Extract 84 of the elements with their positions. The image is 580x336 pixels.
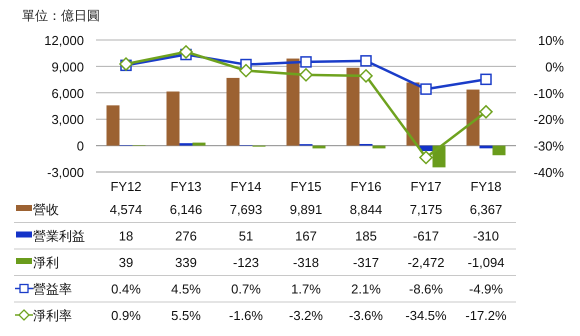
data-label: 9,891 bbox=[290, 202, 322, 217]
x-tick-label: FY18 bbox=[470, 179, 502, 194]
y-tick-label: 12,000 bbox=[44, 33, 84, 48]
data-label: 39 bbox=[118, 255, 134, 270]
data-label: 7,693 bbox=[230, 202, 262, 217]
bar bbox=[192, 142, 206, 146]
data-label: 0.9% bbox=[111, 308, 142, 323]
point bbox=[179, 45, 193, 59]
data-label: -1.6% bbox=[229, 308, 264, 323]
y-tick-label: 9,000 bbox=[51, 59, 84, 74]
data-label: 4,574 bbox=[110, 202, 142, 217]
y2-tick-label: 0% bbox=[545, 59, 564, 74]
y2-tick-label: -10% bbox=[534, 86, 564, 101]
y2-tick-label: -30% bbox=[534, 138, 564, 154]
y-tick-label: 6,000 bbox=[51, 86, 84, 101]
data-label: 4.5% bbox=[171, 282, 202, 296]
data-label: -310 bbox=[472, 228, 500, 244]
y-tick-label: 0 bbox=[76, 138, 84, 154]
point bbox=[480, 74, 492, 86]
bar bbox=[180, 143, 192, 146]
data-label: 167 bbox=[295, 228, 317, 244]
point bbox=[359, 69, 373, 83]
data-label: -8.6% bbox=[409, 282, 444, 296]
point bbox=[300, 56, 312, 68]
point bbox=[360, 55, 372, 67]
point bbox=[420, 83, 432, 95]
bar bbox=[286, 58, 300, 146]
point bbox=[239, 64, 253, 78]
y-axis-title: 單位：億日圓 bbox=[22, 8, 100, 23]
bar bbox=[480, 146, 492, 148]
data-label: 0.4% bbox=[111, 282, 142, 296]
data-label: 1.7% bbox=[291, 282, 322, 296]
x-tick-label: FY16 bbox=[350, 179, 382, 194]
bar bbox=[166, 92, 180, 146]
data-label: -17.2% bbox=[465, 308, 508, 323]
bar bbox=[466, 90, 480, 146]
legend-label: 淨利 bbox=[33, 255, 59, 270]
data-label: -317 bbox=[352, 255, 380, 270]
data-label: 0.7% bbox=[231, 282, 262, 296]
x-tick-label: FY14 bbox=[230, 179, 262, 194]
legend-label: 營收 bbox=[33, 202, 59, 217]
bar bbox=[312, 146, 326, 148]
bar bbox=[226, 78, 240, 146]
bar bbox=[106, 105, 120, 146]
point bbox=[479, 105, 493, 119]
data-label: -123 bbox=[232, 255, 260, 270]
data-label: 8,844 bbox=[350, 202, 382, 217]
data-label: -2,472 bbox=[408, 255, 444, 270]
x-tick-label: FY15 bbox=[290, 179, 322, 194]
data-label: 6,367 bbox=[470, 202, 502, 217]
data-label: -3.2% bbox=[289, 308, 324, 323]
data-label: 6,146 bbox=[170, 202, 202, 217]
data-label: -4.9% bbox=[469, 282, 504, 296]
y-tick-label: 3,000 bbox=[51, 112, 84, 128]
legend-label: 淨利率 bbox=[33, 308, 72, 323]
x-tick-label: FY17 bbox=[410, 179, 442, 194]
bar bbox=[406, 82, 420, 146]
data-label: 276 bbox=[175, 228, 197, 244]
x-tick-label: FY13 bbox=[170, 179, 202, 194]
y-tick-label: -3,000 bbox=[47, 165, 84, 180]
data-label: 339 bbox=[175, 255, 197, 270]
bar bbox=[346, 68, 360, 146]
y2-tick-label: -20% bbox=[534, 112, 564, 128]
y2-tick-label: -40% bbox=[534, 165, 564, 180]
data-label: -318 bbox=[292, 255, 320, 270]
y2-tick-label: 10% bbox=[538, 33, 564, 48]
data-label: 7,175 bbox=[410, 202, 442, 217]
data-label: 5.5% bbox=[171, 308, 202, 323]
data-label: 2.1% bbox=[351, 282, 382, 296]
point bbox=[299, 68, 313, 82]
data-label: -617 bbox=[412, 228, 440, 244]
data-label: 18 bbox=[118, 228, 134, 244]
point bbox=[119, 57, 133, 71]
data-label: 51 bbox=[238, 228, 254, 244]
data-label: 185 bbox=[355, 228, 377, 244]
x-tick-label: FY12 bbox=[110, 179, 142, 194]
data-label: -1,094 bbox=[468, 255, 504, 270]
legend-label: 營益率 bbox=[33, 282, 72, 296]
data-label: -34.5% bbox=[405, 308, 448, 323]
point bbox=[419, 150, 433, 164]
bar bbox=[492, 146, 506, 156]
legend-label: 營業利益 bbox=[33, 228, 85, 244]
bar bbox=[372, 146, 386, 148]
data-label: -3.6% bbox=[349, 308, 384, 323]
